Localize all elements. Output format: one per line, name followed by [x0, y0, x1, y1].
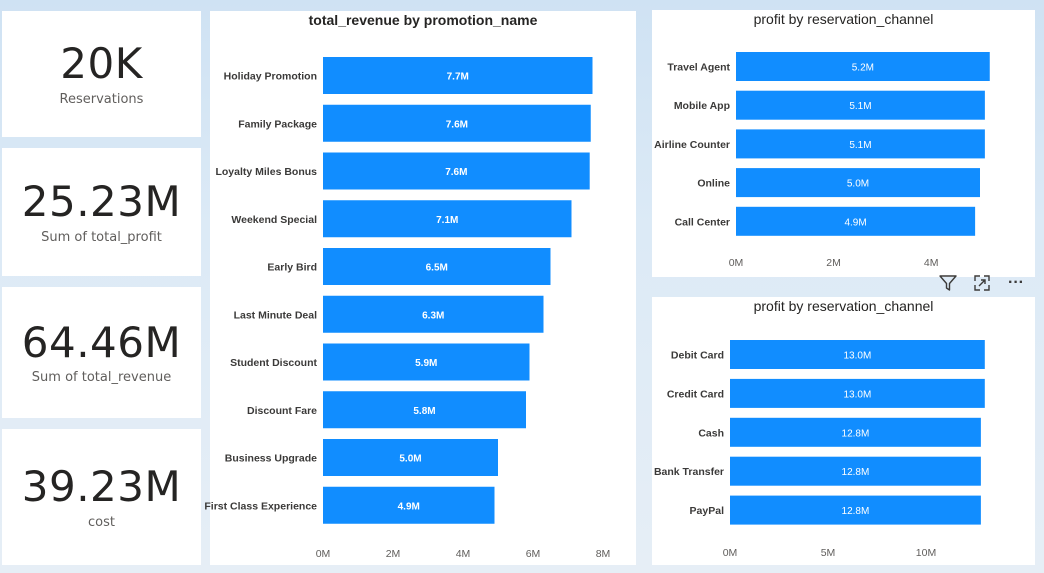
data-label: 7.7M: [447, 72, 469, 83]
category-label: Weekend Special: [231, 214, 317, 226]
axis-tick-label: 0M: [729, 257, 744, 269]
bar[interactable]: [730, 417, 981, 447]
category-label: First Class Experience: [204, 500, 317, 512]
data-label: 5.1M: [849, 140, 871, 151]
bar[interactable]: [323, 200, 572, 238]
data-label: 6.3M: [422, 310, 444, 321]
data-label: 4.9M: [844, 217, 866, 228]
kpi-value: 25.23M: [21, 177, 182, 227]
chart-title: profit by reservation_channel: [753, 11, 934, 27]
data-label: 7.6M: [445, 167, 467, 178]
bar[interactable]: [736, 90, 985, 120]
focus-mode-icon[interactable]: [970, 271, 994, 295]
bar[interactable]: [730, 456, 981, 486]
axis-tick-label: 10M: [916, 547, 936, 559]
filter-icon[interactable]: [936, 271, 960, 295]
data-label: 12.8M: [842, 428, 870, 439]
axis-tick-label: 0M: [723, 547, 738, 559]
kpi-label: Reservations: [59, 91, 144, 107]
bar[interactable]: [323, 391, 526, 429]
axis-tick-label: 4M: [924, 257, 939, 269]
category-label: PayPal: [690, 505, 725, 517]
bar[interactable]: [323, 248, 551, 285]
category-label: Mobile App: [674, 100, 730, 112]
visual-header-toolbar: ···: [936, 268, 1028, 298]
data-label: 5.1M: [849, 101, 871, 112]
data-label: 12.8M: [842, 506, 870, 517]
chart-revenue-by-promotion[interactable]: total_revenue by promotion_name Holiday …: [204, 11, 636, 565]
data-label: 7.1M: [436, 215, 458, 226]
data-label: 5.8M: [413, 406, 435, 417]
bar[interactable]: [323, 343, 530, 381]
bar[interactable]: [736, 129, 985, 159]
axis-tick-label: 6M: [526, 548, 541, 560]
category-label: Early Bird: [267, 262, 317, 274]
data-label: 7.6M: [446, 119, 468, 130]
bar[interactable]: [736, 168, 980, 198]
data-label: 6.5M: [426, 263, 448, 274]
bar[interactable]: [730, 495, 981, 525]
data-label: 5.0M: [399, 454, 421, 465]
category-label: Bank Transfer: [654, 466, 724, 478]
bar[interactable]: [730, 378, 985, 408]
bar[interactable]: [323, 57, 593, 94]
category-label: Travel Agent: [667, 62, 730, 74]
kpi-value: 20K: [60, 39, 143, 89]
axis-tick-label: 4M: [456, 548, 471, 560]
data-label: 13.0M: [844, 351, 872, 362]
bar-chart-svg: Travel Agent 5.2M Mobile App 5.1M Airline Co…: [654, 52, 990, 269]
category-label: Business Upgrade: [225, 453, 317, 465]
kpi-value: 39.23M: [21, 462, 182, 512]
bar-chart-svg: Debit Card 13.0M Credit Card 13.0M Cash 12.8M…: [654, 340, 985, 559]
data-label: 5.2M: [852, 63, 874, 74]
bar[interactable]: [323, 486, 495, 524]
kpi-card-cost[interactable]: 39.23M cost: [2, 429, 201, 565]
bar[interactable]: [323, 104, 591, 142]
category-label: Debit Card: [671, 350, 724, 362]
chart-title: total_revenue by promotion_name: [308, 12, 538, 28]
category-label: Family Package: [238, 118, 317, 130]
kpi-label: Sum of total_revenue: [31, 370, 172, 386]
bar[interactable]: [323, 439, 498, 476]
category-label: Holiday Promotion: [224, 71, 317, 83]
data-label: 5.0M: [847, 179, 869, 190]
chart-title: profit by reservation_channel: [753, 298, 934, 314]
category-label: Loyalty Miles Bonus: [215, 166, 317, 178]
axis-tick-label: 5M: [821, 547, 836, 559]
category-label: Credit Card: [667, 388, 724, 400]
kpi-label: cost: [88, 514, 115, 530]
kpi-card-total-revenue[interactable]: 64.46M Sum of total_revenue: [2, 287, 201, 418]
category-label: Cash: [698, 427, 724, 439]
category-label: Online: [697, 178, 730, 190]
kpi-card-total-profit[interactable]: 25.23M Sum of total_profit: [2, 148, 201, 276]
axis-tick-label: 8M: [596, 548, 611, 560]
data-label: 4.9M: [398, 501, 420, 512]
axis-tick-label: 0M: [316, 548, 331, 560]
kpi-card-reservations[interactable]: 20K Reservations: [2, 11, 201, 137]
bar-chart-svg: Holiday Promotion 7.7M Family Package 7.6M L…: [204, 57, 611, 560]
category-label: Call Center: [675, 216, 730, 228]
axis-tick-label: 2M: [386, 548, 401, 560]
data-label: 12.8M: [842, 467, 870, 478]
category-label: Student Discount: [230, 357, 317, 369]
data-label: 5.9M: [415, 358, 437, 369]
kpi-value: 64.46M: [21, 317, 182, 367]
chart-profit-by-channel[interactable]: profit by reservation_channel Travel Age…: [652, 10, 1035, 277]
bar[interactable]: [730, 340, 985, 369]
category-label: Discount Fare: [247, 405, 317, 417]
more-options-icon[interactable]: ···: [1008, 274, 1024, 291]
bar[interactable]: [736, 206, 976, 236]
bar[interactable]: [736, 52, 990, 81]
bar[interactable]: [323, 295, 544, 333]
kpi-label: Sum of total_profit: [41, 229, 162, 245]
axis-tick-label: 2M: [826, 257, 841, 269]
bar[interactable]: [323, 152, 590, 190]
chart-profit-by-payment[interactable]: profit by reservation_channel Debit Card…: [652, 297, 1035, 565]
category-label: Last Minute Deal: [234, 309, 318, 321]
data-label: 13.0M: [844, 389, 872, 400]
category-label: Airline Counter: [654, 139, 730, 151]
